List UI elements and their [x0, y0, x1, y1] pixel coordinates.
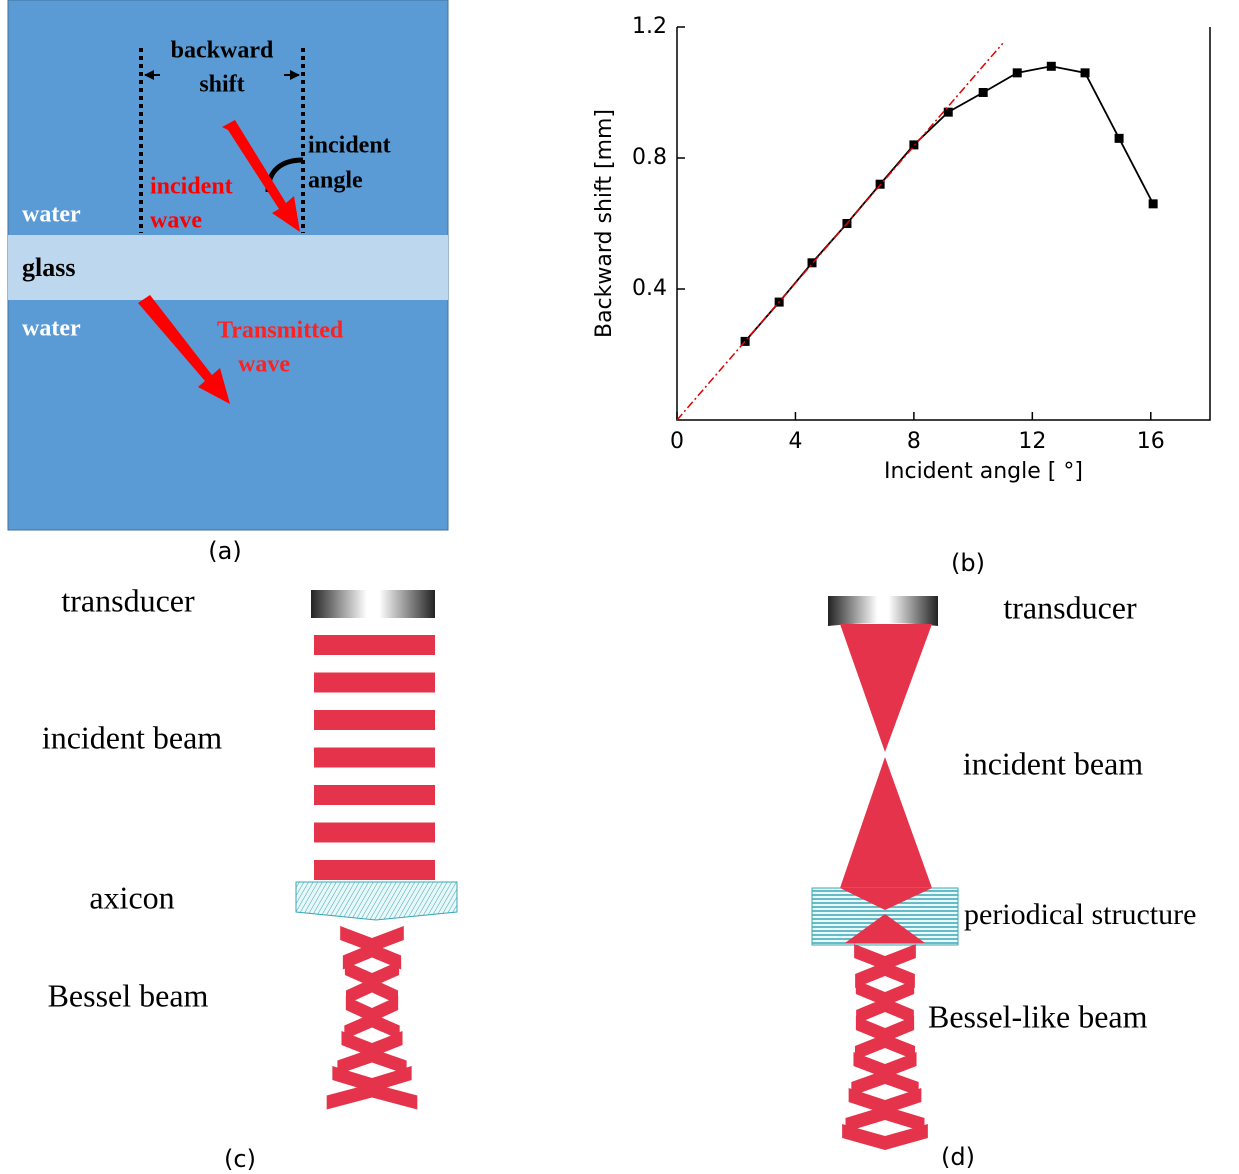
x-tick-label: 0	[670, 429, 684, 454]
x-tick-label: 12	[1018, 429, 1046, 454]
x-tick-label: 16	[1137, 429, 1165, 454]
panel-label: (b)	[951, 549, 985, 577]
wave-front	[314, 635, 435, 655]
axicon	[296, 882, 457, 920]
cone	[840, 757, 932, 888]
label: angle	[308, 168, 363, 194]
beam-stripe	[337, 1049, 406, 1075]
data-point	[1081, 68, 1090, 77]
label: transducer	[61, 582, 195, 618]
label: incident	[308, 133, 391, 159]
panel-d: transducer incident beam periodical stru…	[812, 589, 1196, 1171]
data-point	[1013, 68, 1022, 77]
series-line	[745, 66, 1153, 341]
label: shift	[199, 72, 244, 98]
data-point	[979, 88, 988, 97]
cone	[840, 624, 932, 752]
beam-stripe	[846, 1106, 925, 1132]
label: periodical structure	[964, 898, 1196, 931]
y-tick-label: 0.8	[632, 145, 667, 170]
panel-c: transducer incident beam axicon Bessel b…	[42, 582, 457, 1173]
data-point	[909, 140, 918, 149]
panel-label: (c)	[224, 1145, 256, 1173]
wave-front	[314, 860, 435, 880]
data-point	[944, 108, 953, 117]
label: water	[22, 316, 81, 342]
label: water	[22, 202, 81, 228]
wave-front	[314, 710, 435, 730]
label: Transmitted	[217, 318, 344, 344]
label: glass	[22, 253, 75, 282]
label: wave	[238, 352, 290, 378]
label: wave	[150, 208, 202, 234]
periodical-structure	[812, 888, 958, 945]
panel-label: (d)	[941, 1143, 975, 1171]
label: Bessel beam	[48, 977, 209, 1013]
beam-stripe	[327, 1084, 418, 1110]
label: incident	[150, 174, 233, 200]
chart: 0 4 8 12 16 0.4 0.8 1.2 Incident angle [ °] Backw…	[592, 14, 1210, 484]
y-tick-label: 0.4	[632, 276, 667, 301]
y-tick-label: 1.2	[632, 14, 667, 39]
data-point	[1047, 62, 1056, 71]
data-point	[1115, 134, 1124, 143]
axis-frame	[677, 27, 1210, 420]
wave-front	[314, 785, 435, 805]
x-tick-label: 8	[907, 429, 921, 454]
figure: backward shift incident angle incident w…	[0, 0, 1239, 1174]
label: transducer	[1003, 589, 1137, 625]
x-tick-label: 4	[788, 429, 802, 454]
y-axis-label: Backward shift [mm]	[592, 109, 617, 338]
x-axis-label: Incident angle [ °]	[884, 459, 1083, 484]
panel-label: (a)	[208, 537, 241, 565]
data-point	[1149, 199, 1158, 208]
wave-front	[314, 673, 435, 693]
beam-stripe	[851, 1070, 918, 1096]
transducer	[311, 590, 435, 618]
label: axicon	[89, 879, 174, 915]
panel-a: backward shift incident angle incident w…	[8, 0, 448, 565]
beam-stripe	[842, 1124, 928, 1150]
wave-front	[314, 823, 435, 843]
wave-front	[314, 748, 435, 768]
label: backward	[171, 38, 274, 64]
label: incident beam	[42, 719, 222, 755]
label: incident beam	[963, 745, 1143, 781]
label: Bessel-like beam	[928, 998, 1148, 1034]
transducer	[828, 596, 938, 626]
